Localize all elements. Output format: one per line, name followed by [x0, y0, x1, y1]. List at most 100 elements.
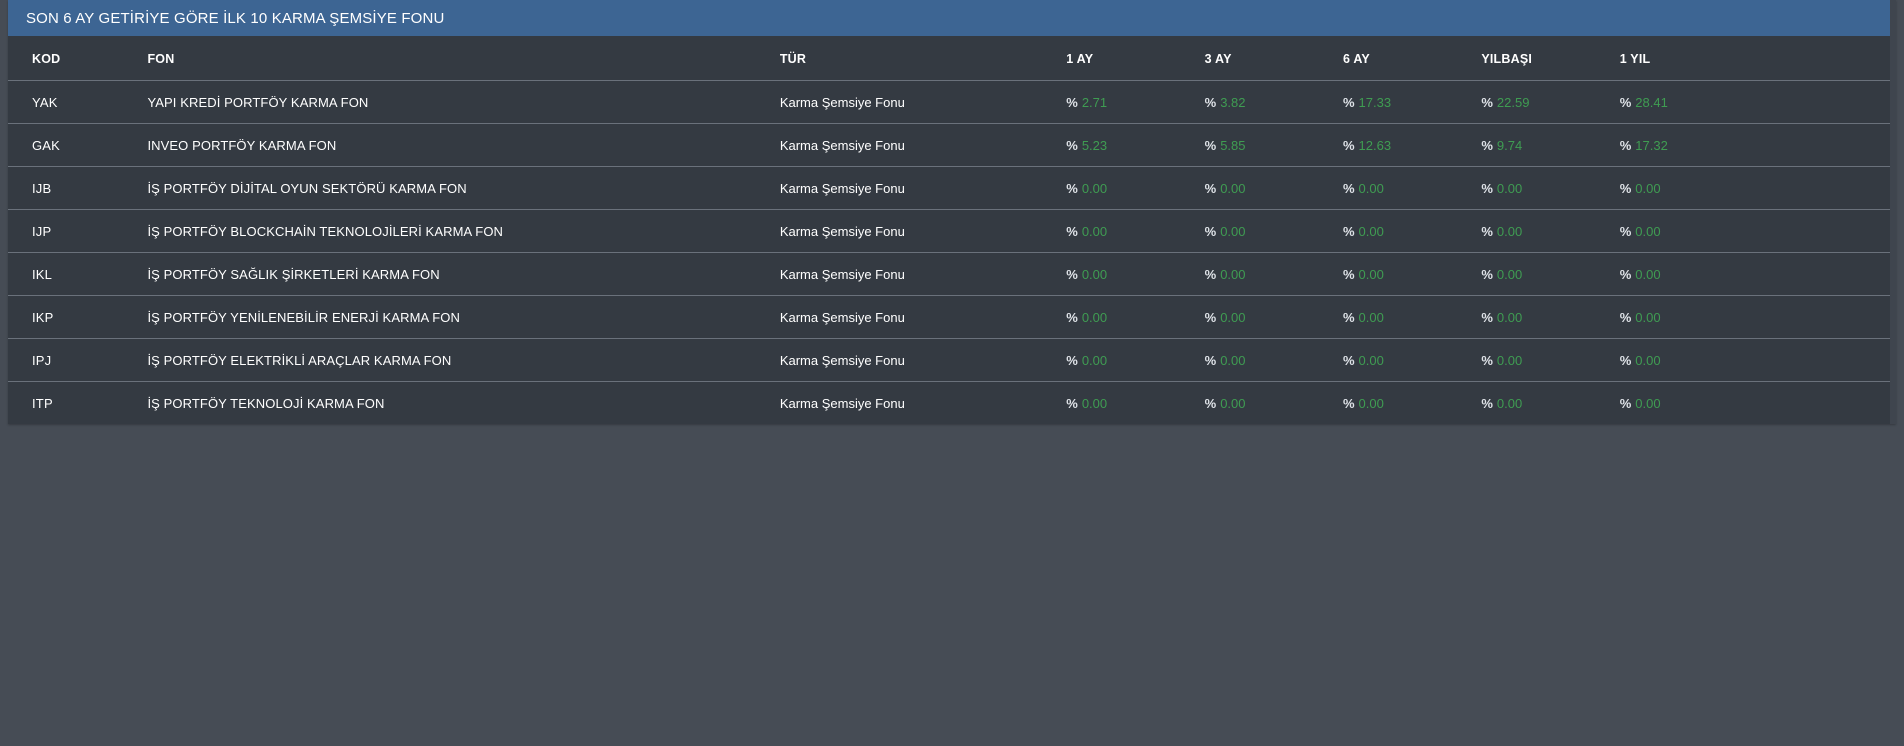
column-header-fon[interactable]: FON [147, 36, 780, 81]
return-value: 9.74 [1496, 138, 1523, 153]
cell-return-yilbasi: % 0.00 [1481, 338, 1620, 382]
table-row[interactable]: IJB İŞ PORTFÖY DİJİTAL OYUN SEKTÖRÜ KARMA… [8, 166, 1890, 210]
column-header-kod[interactable]: KOD [8, 36, 148, 81]
fund-returns-table: KOD FON TÜR 1 AY 3 AY 6 AY YILBAŞI 1 YIL… [8, 36, 1890, 424]
cell-return-3-ay: % 0.00 [1204, 295, 1343, 339]
percent-symbol: % [1066, 138, 1078, 153]
percent-symbol: % [1619, 138, 1632, 153]
cell-return-yilbasi: % 0.00 [1481, 166, 1620, 210]
return-value: 0.00 [1496, 181, 1523, 196]
table-header: KOD FON TÜR 1 AY 3 AY 6 AY YILBAŞI 1 YIL [8, 36, 1890, 81]
cell-fund-name: İŞ PORTFÖY BLOCKCHAİN TEKNOLOJİLERİ KARM… [147, 209, 780, 253]
table-row[interactable]: IKL İŞ PORTFÖY SAĞLIK ŞİRKETLERİ KARMA FO… [8, 252, 1890, 296]
percent-symbol: % [1342, 396, 1355, 411]
cell-fund-type: Karma Şemsiye Fonu [779, 252, 1067, 296]
return-value: 0.00 [1220, 224, 1246, 239]
percent-symbol: % [1204, 138, 1217, 153]
cell-return-yilbasi: % 9.74 [1481, 123, 1620, 167]
cell-fund-name: INVEO PORTFÖY KARMA FON [147, 123, 780, 167]
table-row[interactable]: YAK YAPI KREDİ PORTFÖY KARMA FON Karma Şem… [8, 80, 1890, 124]
percent-symbol: % [1204, 310, 1217, 325]
cell-fund-name: İŞ PORTFÖY DİJİTAL OYUN SEKTÖRÜ KARMA FO… [147, 166, 780, 210]
cell-fund-name: İŞ PORTFÖY TEKNOLOJİ KARMA FON [147, 381, 780, 424]
percent-symbol: % [1619, 224, 1632, 239]
column-header-tur[interactable]: TÜR [779, 36, 1067, 81]
column-header-6-ay[interactable]: 6 AY [1342, 36, 1482, 81]
cell-return-6-ay: % 0.00 [1342, 166, 1482, 210]
cell-return-1-yil: % 0.00 [1619, 209, 1890, 253]
column-header-yilbasi[interactable]: YILBAŞI [1481, 36, 1620, 81]
table-row[interactable]: IPJ İŞ PORTFÖY ELEKTRİKLİ ARAÇLAR KARMA F… [8, 338, 1890, 382]
return-value: 2.71 [1081, 95, 1108, 110]
return-value: 28.41 [1635, 95, 1668, 110]
cell-fund-name: İŞ PORTFÖY SAĞLIK ŞİRKETLERİ KARMA FON [147, 252, 780, 296]
return-value: 0.00 [1358, 267, 1384, 282]
return-value: 0.00 [1081, 181, 1108, 196]
return-value: 0.00 [1635, 310, 1661, 325]
column-header-1-yil[interactable]: 1 YIL [1619, 36, 1890, 81]
return-value: 5.23 [1081, 138, 1108, 153]
percent-symbol: % [1066, 396, 1078, 411]
cell-return-1-yil: % 0.00 [1619, 381, 1890, 424]
cell-return-6-ay: % 0.00 [1342, 338, 1482, 382]
cell-return-1-ay: % 0.00 [1066, 338, 1205, 382]
cell-fund-code: IPJ [8, 338, 148, 382]
return-value: 0.00 [1081, 267, 1108, 282]
table-row[interactable]: GAK INVEO PORTFÖY KARMA FON Karma Şemsiye … [8, 123, 1890, 167]
cell-return-6-ay: % 0.00 [1342, 252, 1482, 296]
return-value: 0.00 [1635, 353, 1661, 368]
cell-fund-code: YAK [8, 80, 148, 124]
return-value: 0.00 [1358, 353, 1384, 368]
table-row[interactable]: IJP İŞ PORTFÖY BLOCKCHAİN TEKNOLOJİLERİ K… [8, 209, 1890, 253]
percent-symbol: % [1481, 353, 1493, 368]
cell-fund-type: Karma Şemsiye Fonu [779, 80, 1067, 124]
percent-symbol: % [1342, 224, 1355, 239]
column-header-3-ay[interactable]: 3 AY [1204, 36, 1343, 81]
cell-return-6-ay: % 0.00 [1342, 209, 1482, 253]
cell-return-3-ay: % 0.00 [1204, 252, 1343, 296]
return-value: 0.00 [1220, 353, 1246, 368]
cell-return-1-yil: % 0.00 [1619, 338, 1890, 382]
cell-fund-type: Karma Şemsiye Fonu [779, 166, 1067, 210]
return-value: 0.00 [1635, 396, 1661, 411]
panel-right-gutter [1890, 0, 1896, 424]
table-row[interactable]: ITP İŞ PORTFÖY TEKNOLOJİ KARMA FON Karma Ş… [8, 381, 1890, 424]
percent-symbol: % [1342, 353, 1355, 368]
return-value: 0.00 [1635, 181, 1661, 196]
return-value: 0.00 [1358, 181, 1384, 196]
cell-return-3-ay: % 0.00 [1204, 381, 1343, 424]
percent-symbol: % [1204, 353, 1217, 368]
return-value: 0.00 [1635, 267, 1661, 282]
column-header-1-ay[interactable]: 1 AY [1066, 36, 1205, 81]
percent-symbol: % [1342, 310, 1355, 325]
cell-fund-name: İŞ PORTFÖY ELEKTRİKLİ ARAÇLAR KARMA FON [147, 338, 780, 382]
cell-return-6-ay: % 17.33 [1342, 80, 1482, 124]
return-value: 0.00 [1496, 310, 1523, 325]
return-value: 0.00 [1081, 353, 1108, 368]
return-value: 0.00 [1220, 396, 1246, 411]
cell-fund-type: Karma Şemsiye Fonu [779, 381, 1067, 424]
return-value: 3.82 [1220, 95, 1246, 110]
cell-fund-code: IKL [8, 252, 148, 296]
cell-return-yilbasi: % 0.00 [1481, 381, 1620, 424]
cell-return-6-ay: % 0.00 [1342, 381, 1482, 424]
cell-return-1-yil: % 0.00 [1619, 295, 1890, 339]
cell-return-1-ay: % 0.00 [1066, 252, 1205, 296]
table-row[interactable]: IKP İŞ PORTFÖY YENİLENEBİLİR ENERJİ KARMA… [8, 295, 1890, 339]
cell-return-yilbasi: % 0.00 [1481, 295, 1620, 339]
cell-return-yilbasi: % 0.00 [1481, 252, 1620, 296]
percent-symbol: % [1204, 181, 1217, 196]
cell-return-yilbasi: % 22.59 [1481, 80, 1620, 124]
return-value: 0.00 [1081, 396, 1108, 411]
cell-return-1-yil: % 0.00 [1619, 166, 1890, 210]
percent-symbol: % [1619, 396, 1632, 411]
cell-return-1-yil: % 28.41 [1619, 80, 1890, 124]
percent-symbol: % [1481, 138, 1493, 153]
cell-return-1-ay: % 0.00 [1066, 381, 1205, 424]
return-value: 0.00 [1496, 396, 1523, 411]
percent-symbol: % [1066, 224, 1078, 239]
percent-symbol: % [1481, 181, 1493, 196]
percent-symbol: % [1481, 224, 1493, 239]
percent-symbol: % [1342, 267, 1355, 282]
table-body: YAK YAPI KREDİ PORTFÖY KARMA FON Karma Şem… [8, 80, 1890, 424]
